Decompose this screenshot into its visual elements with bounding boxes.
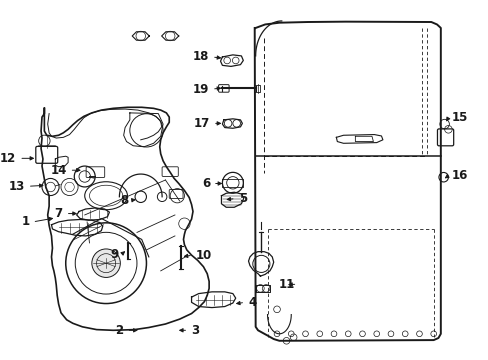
Text: 8: 8 — [120, 194, 128, 207]
Text: 5: 5 — [238, 192, 246, 205]
Text: 16: 16 — [450, 169, 467, 182]
Text: 2: 2 — [115, 324, 123, 337]
Text: 1: 1 — [21, 215, 30, 229]
Text: 13: 13 — [9, 180, 25, 193]
Text: 12: 12 — [0, 152, 16, 165]
Text: 17: 17 — [193, 117, 209, 130]
Text: 14: 14 — [50, 164, 66, 177]
Text: 3: 3 — [191, 324, 199, 337]
Text: 19: 19 — [192, 82, 209, 96]
Text: 18: 18 — [192, 50, 209, 63]
Circle shape — [92, 249, 120, 278]
Text: 7: 7 — [55, 207, 62, 220]
Text: 11: 11 — [278, 278, 294, 291]
Text: 9: 9 — [110, 248, 119, 261]
Text: 10: 10 — [196, 249, 212, 262]
Text: 15: 15 — [450, 111, 467, 124]
Text: 6: 6 — [202, 177, 209, 190]
Text: 4: 4 — [247, 296, 256, 309]
